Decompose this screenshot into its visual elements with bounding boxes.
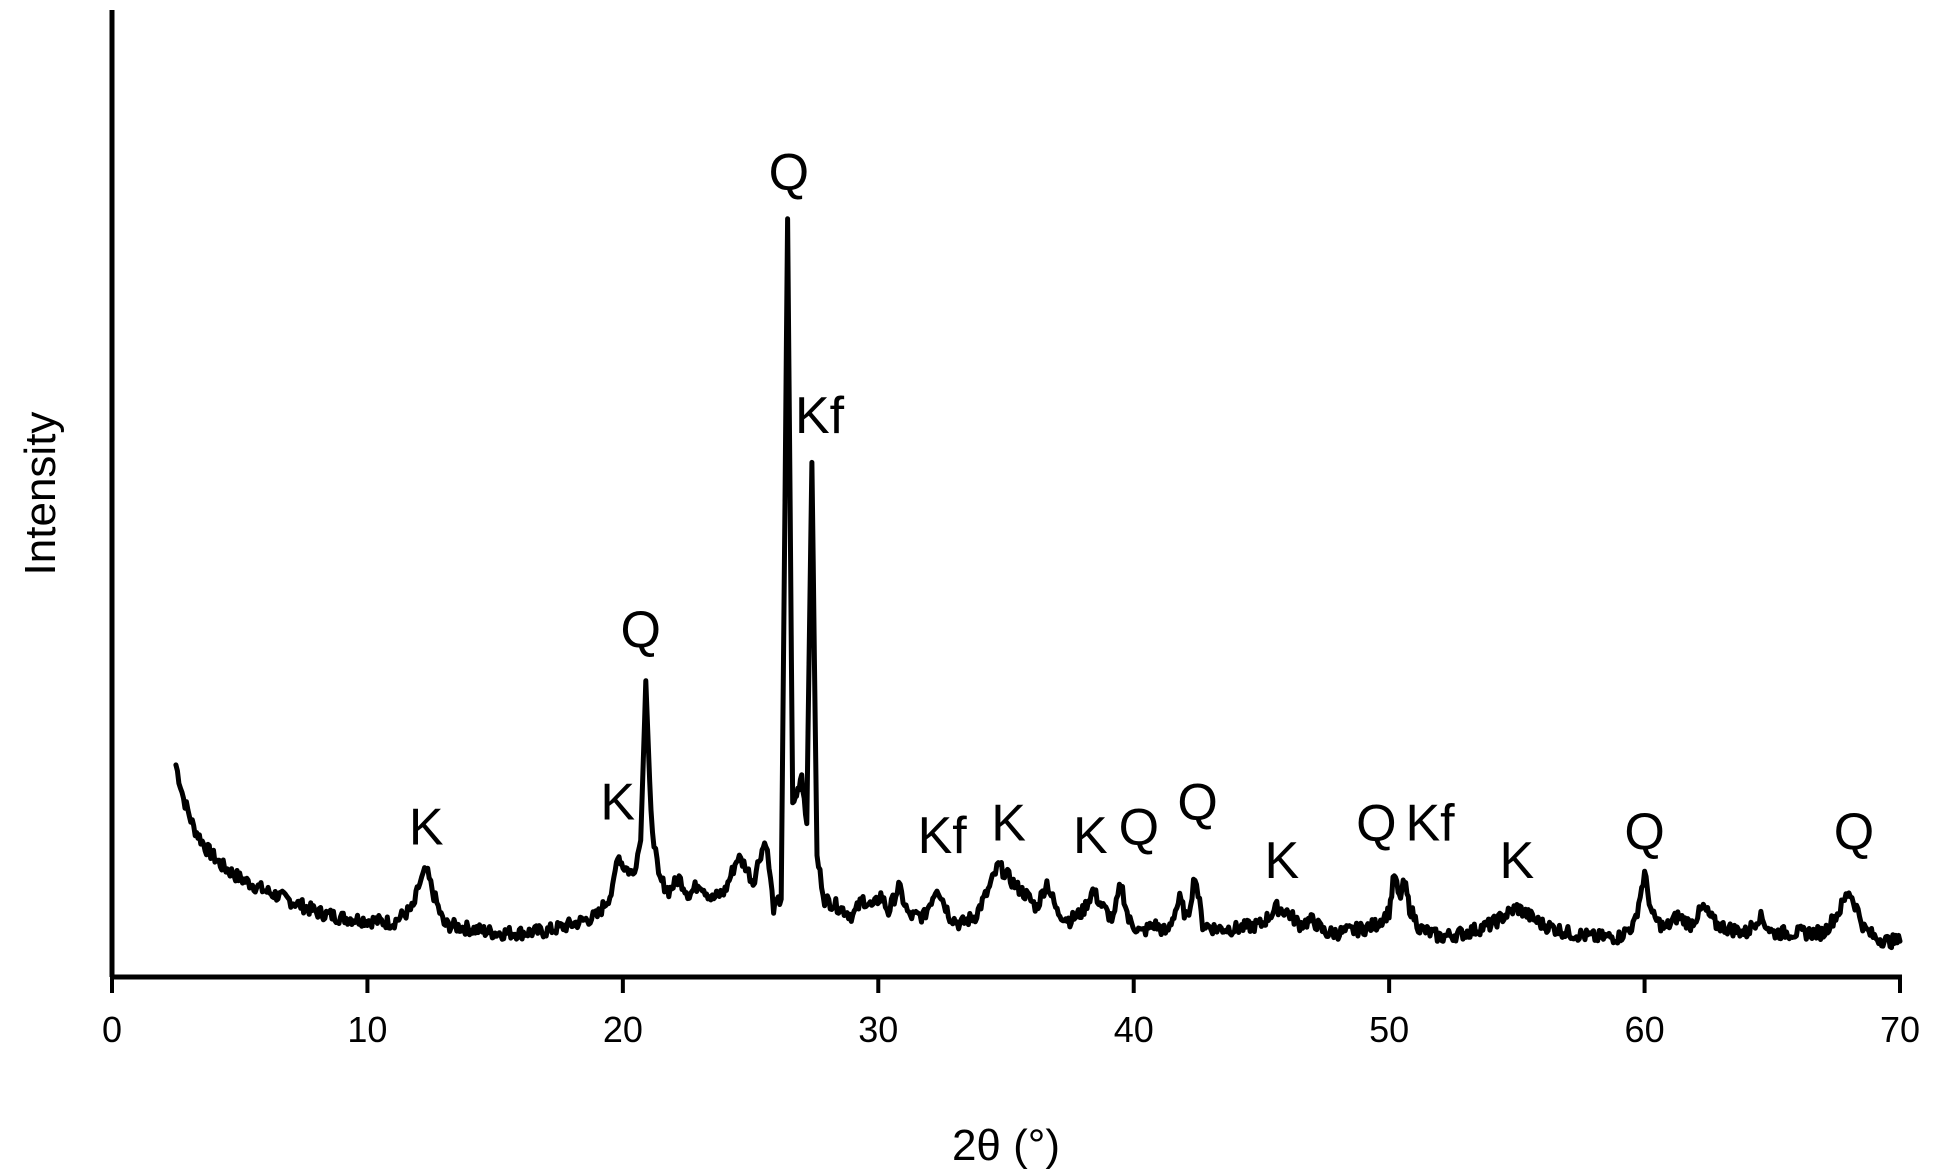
peak-label: K — [1073, 807, 1108, 865]
peak-label: Q — [1624, 803, 1664, 861]
x-tick-label: 70 — [1880, 1009, 1920, 1050]
x-tick-label: 40 — [1114, 1009, 1154, 1050]
x-tick-label: 30 — [858, 1009, 898, 1050]
x-tick-label: 60 — [1625, 1009, 1665, 1050]
x-tick-label: 50 — [1369, 1009, 1409, 1050]
diffraction-pattern-line — [173, 216, 1903, 951]
peak-label: Q — [1834, 803, 1874, 861]
peak-label: K — [991, 794, 1026, 852]
peak-label: Kf — [1405, 794, 1455, 852]
x-axis-label: 2θ (°) — [952, 1121, 1060, 1170]
peak-label: Q — [621, 601, 661, 659]
peak-label: Kf — [918, 807, 968, 865]
peak-label: Q — [769, 143, 809, 201]
x-tick-label: 20 — [603, 1009, 643, 1050]
peak-label: K — [1265, 832, 1300, 890]
peak-label: Kf — [795, 387, 845, 445]
peak-label: K — [1500, 832, 1535, 890]
x-tick-label: 10 — [347, 1009, 387, 1050]
y-axis-label: Intensity — [16, 412, 65, 576]
x-ticks: 0 10 20 30 40 50 60 70 — [102, 977, 1920, 1050]
peak-label: Q — [1356, 794, 1396, 852]
peak-label: K — [600, 773, 635, 831]
peak-label: Q — [1177, 773, 1217, 831]
peak-label: K — [409, 799, 444, 857]
peak-label: Q — [1119, 799, 1159, 857]
x-tick-label: 0 — [102, 1009, 122, 1050]
